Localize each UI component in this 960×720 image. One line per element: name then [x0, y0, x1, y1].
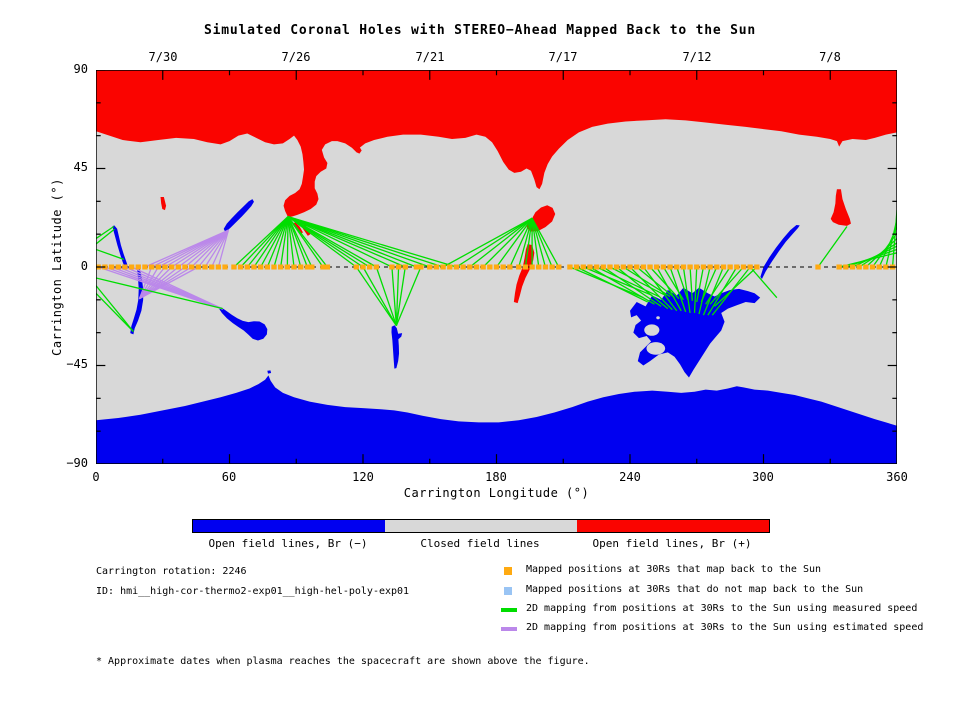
field-line-colorbar	[192, 519, 770, 533]
page-title: Simulated Coronal Holes with STEREO−Ahea…	[203, 23, 757, 38]
x-tick-label: 180	[485, 470, 507, 484]
legend-green-line-icon	[501, 608, 517, 612]
x-tick-label: 300	[752, 470, 774, 484]
y-tick-label: −45	[66, 357, 88, 371]
legend-lightblue-square-icon	[504, 587, 512, 595]
top-date-label: 7/26	[281, 50, 311, 64]
colorbar-label-closed: Closed field lines	[420, 537, 540, 550]
top-date-label: 7/21	[415, 50, 445, 64]
colorbar-positive-segment	[576, 520, 769, 532]
legend-item-label: Mapped positions at 30Rs that map back t…	[526, 564, 822, 575]
colorbar-closed-segment	[384, 520, 577, 532]
legend-orange-square-icon	[504, 567, 512, 575]
x-tick-label: 60	[221, 470, 237, 484]
colorbar-negative-segment	[193, 520, 385, 532]
x-tick-label: 0	[92, 470, 100, 484]
x-tick-label: 120	[352, 470, 374, 484]
y-axis-title: Carrington Latitude (°)	[50, 178, 64, 356]
y-tick-label: 0	[80, 259, 88, 273]
y-tick-label: 45	[73, 160, 88, 174]
legend-item-label: 2D mapping from positions at 30Rs to the…	[526, 622, 924, 633]
x-tick-label: 240	[619, 470, 641, 484]
top-date-label: 7/17	[548, 50, 578, 64]
map-svg	[96, 70, 897, 464]
footnote: * Approximate dates when plasma reaches …	[96, 656, 590, 667]
y-tick-label: −90	[66, 456, 88, 470]
model-id-text: ID: hmi__high-cor-thermo2-exp01__high-he…	[96, 586, 410, 597]
y-tick-label: 90	[73, 62, 88, 76]
legend-purple-line-icon	[501, 627, 517, 631]
colorbar-label-positive: Open field lines, Br (+)	[592, 537, 752, 550]
carrington-rotation-text: Carrington rotation: 2246	[96, 566, 247, 577]
legend-item-label: 2D mapping from positions at 30Rs to the…	[526, 603, 918, 614]
top-date-label: 7/12	[682, 50, 712, 64]
legend-item-label: Mapped positions at 30Rs that do not map…	[526, 584, 864, 595]
x-axis-title: Carrington Longitude (°)	[403, 486, 590, 500]
top-date-label: 7/8	[819, 50, 841, 64]
colorbar-label-negative: Open field lines, Br (−)	[208, 537, 368, 550]
top-date-label: 7/30	[148, 50, 178, 64]
x-tick-label: 360	[886, 470, 908, 484]
